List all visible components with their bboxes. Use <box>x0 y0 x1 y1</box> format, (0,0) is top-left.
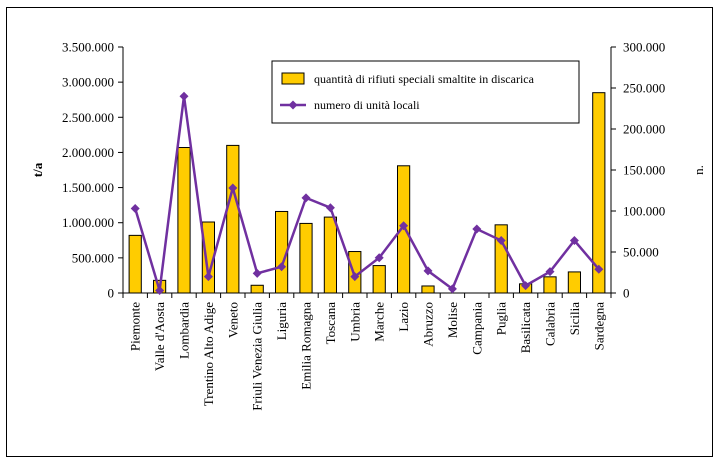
category-label: Campania <box>469 302 484 355</box>
bar-veneto <box>226 144 240 294</box>
right-tick-label: 150.000 <box>623 163 665 178</box>
right-tick-label: 100.000 <box>623 204 665 219</box>
category-label: Sicilia <box>567 302 582 335</box>
point-trentino-alto-adige <box>203 272 213 282</box>
legend-line-label: numero di unità locali <box>314 98 420 112</box>
point-valle-d-aosta <box>155 286 165 296</box>
left-tick-label: 2.500.000 <box>62 110 114 125</box>
bar-emilia-romagna <box>299 222 313 294</box>
category-label: Abruzzo <box>421 302 436 347</box>
category-label: Calabria <box>543 302 558 346</box>
category-label: Toscana <box>323 302 338 345</box>
point-marche <box>374 253 384 263</box>
bar-calabria <box>543 276 557 294</box>
line-unita-locali <box>134 96 600 291</box>
left-tick-label: 0 <box>108 286 115 301</box>
legend-bar-swatch <box>281 72 305 85</box>
right-axis-title: n. <box>691 165 706 175</box>
point-emilia-romagna <box>301 193 311 203</box>
category-label: Sardegna <box>591 302 606 351</box>
bar-lombardia <box>177 147 191 294</box>
point-liguria <box>277 262 287 272</box>
category-label: Emilia Romagna <box>299 302 314 390</box>
point-toscana <box>325 203 335 213</box>
left-tick-label: 3.000.000 <box>62 75 114 90</box>
point-piemonte <box>130 204 140 214</box>
bar-puglia <box>494 224 508 294</box>
point-umbria <box>350 272 360 282</box>
legend-line-marker <box>288 100 298 110</box>
point-lombardia <box>179 91 189 101</box>
bar-friuli-venezia-giulia <box>250 284 264 294</box>
legend-box <box>271 60 580 124</box>
point-abruzzo <box>423 266 433 276</box>
point-molise <box>447 284 457 294</box>
category-label: Umbria <box>347 302 362 342</box>
left-tick-label: 2.000.000 <box>62 145 114 160</box>
bar-piemonte <box>128 234 142 294</box>
right-tick-label: 250.000 <box>623 81 665 96</box>
bar-marche <box>372 265 386 294</box>
left-tick-label: 1.000.000 <box>62 215 114 230</box>
left-axis-title: t/a <box>30 162 45 177</box>
category-label: Puglia <box>494 302 509 335</box>
point-puglia <box>496 236 506 246</box>
category-label: Basilicata <box>518 302 533 353</box>
category-label: Marche <box>372 302 387 342</box>
left-tick-label: 1.500.000 <box>62 180 114 195</box>
bar-sardegna <box>592 92 606 294</box>
point-calabria <box>545 267 555 277</box>
category-label: Friuli Venezia Giulia <box>250 302 265 411</box>
point-sardegna <box>594 264 604 274</box>
category-label: Trentino Alto Adige <box>201 302 216 406</box>
category-label: Molise <box>445 302 460 338</box>
bar-sicilia <box>567 271 581 294</box>
right-tick-label: 300.000 <box>623 40 665 55</box>
point-campania <box>472 224 482 234</box>
category-label: Liguria <box>274 302 289 340</box>
point-lazio <box>399 221 409 231</box>
bar-toscana <box>323 216 337 294</box>
category-label: Piemonte <box>128 302 143 351</box>
legend-bar-label: quantità di rifiuti speciali smaltite in… <box>314 72 535 86</box>
left-tick-label: 3.500.000 <box>62 40 114 55</box>
category-label: Veneto <box>225 302 240 338</box>
point-sicilia <box>569 236 579 246</box>
category-label: Valle d'Aosta <box>152 302 167 371</box>
right-tick-label: 50.000 <box>623 245 659 260</box>
category-label: Lombardia <box>177 302 192 359</box>
bar-abruzzo <box>421 285 435 294</box>
point-basilicata <box>521 281 531 291</box>
category-label: Lazio <box>396 302 411 332</box>
point-veneto <box>228 183 238 193</box>
point-friuli-venezia-giulia <box>252 268 262 278</box>
left-tick-label: 500.000 <box>72 250 114 265</box>
right-tick-label: 0 <box>623 286 630 301</box>
right-tick-label: 200.000 <box>623 122 665 137</box>
